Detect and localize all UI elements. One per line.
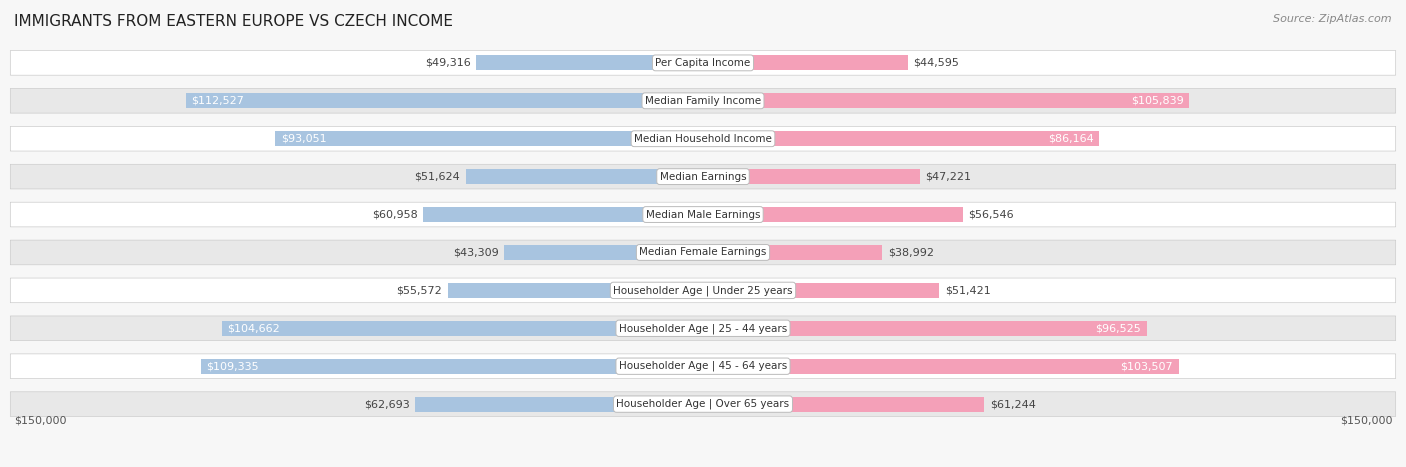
Text: $105,839: $105,839 (1130, 96, 1184, 106)
Text: Median Male Earnings: Median Male Earnings (645, 210, 761, 219)
Text: $43,309: $43,309 (453, 248, 499, 257)
Bar (703, 93, 1189, 108)
Text: $44,595: $44,595 (914, 58, 959, 68)
Text: $150,000: $150,000 (1340, 416, 1392, 426)
FancyBboxPatch shape (10, 88, 1396, 113)
Bar (703, 245, 882, 260)
Bar (186, 93, 703, 108)
Text: Householder Age | Under 25 years: Householder Age | Under 25 years (613, 285, 793, 296)
Text: $61,244: $61,244 (990, 399, 1036, 409)
Text: $96,525: $96,525 (1095, 323, 1142, 333)
Text: $86,164: $86,164 (1047, 134, 1094, 144)
Text: Householder Age | Over 65 years: Householder Age | Over 65 years (616, 399, 790, 410)
Bar (201, 359, 703, 374)
Text: $103,507: $103,507 (1121, 361, 1173, 371)
Bar (703, 396, 984, 411)
FancyBboxPatch shape (10, 354, 1396, 379)
Bar (477, 56, 703, 71)
Text: $93,051: $93,051 (281, 134, 326, 144)
FancyBboxPatch shape (10, 127, 1396, 151)
Text: Median Family Income: Median Family Income (645, 96, 761, 106)
Bar (703, 359, 1178, 374)
Text: $104,662: $104,662 (228, 323, 280, 333)
Bar (415, 396, 703, 411)
Bar (703, 207, 963, 222)
Text: Source: ZipAtlas.com: Source: ZipAtlas.com (1274, 14, 1392, 24)
Bar (423, 207, 703, 222)
Bar (447, 283, 703, 298)
Text: $38,992: $38,992 (887, 248, 934, 257)
Text: $55,572: $55,572 (396, 285, 441, 295)
Bar (222, 321, 703, 336)
Bar (703, 169, 920, 184)
FancyBboxPatch shape (10, 164, 1396, 189)
FancyBboxPatch shape (10, 202, 1396, 227)
Text: $150,000: $150,000 (14, 416, 66, 426)
Bar (465, 169, 703, 184)
Bar (703, 283, 939, 298)
Bar (703, 56, 908, 71)
Text: Per Capita Income: Per Capita Income (655, 58, 751, 68)
Text: Householder Age | 45 - 64 years: Householder Age | 45 - 64 years (619, 361, 787, 371)
Text: Median Earnings: Median Earnings (659, 172, 747, 182)
Text: $56,546: $56,546 (969, 210, 1014, 219)
Bar (703, 131, 1099, 146)
FancyBboxPatch shape (10, 316, 1396, 340)
FancyBboxPatch shape (10, 240, 1396, 265)
FancyBboxPatch shape (10, 50, 1396, 75)
Text: $47,221: $47,221 (925, 172, 972, 182)
Text: $62,693: $62,693 (364, 399, 409, 409)
Text: $51,624: $51,624 (415, 172, 460, 182)
FancyBboxPatch shape (10, 392, 1396, 417)
Text: Householder Age | 25 - 44 years: Householder Age | 25 - 44 years (619, 323, 787, 333)
Text: IMMIGRANTS FROM EASTERN EUROPE VS CZECH INCOME: IMMIGRANTS FROM EASTERN EUROPE VS CZECH … (14, 14, 453, 29)
Text: $112,527: $112,527 (191, 96, 245, 106)
Text: $51,421: $51,421 (945, 285, 991, 295)
Text: $60,958: $60,958 (371, 210, 418, 219)
Text: $49,316: $49,316 (425, 58, 471, 68)
Bar (703, 321, 1146, 336)
Text: $109,335: $109,335 (207, 361, 259, 371)
FancyBboxPatch shape (10, 278, 1396, 303)
Bar (503, 245, 703, 260)
Bar (276, 131, 703, 146)
Text: Median Household Income: Median Household Income (634, 134, 772, 144)
Text: Median Female Earnings: Median Female Earnings (640, 248, 766, 257)
